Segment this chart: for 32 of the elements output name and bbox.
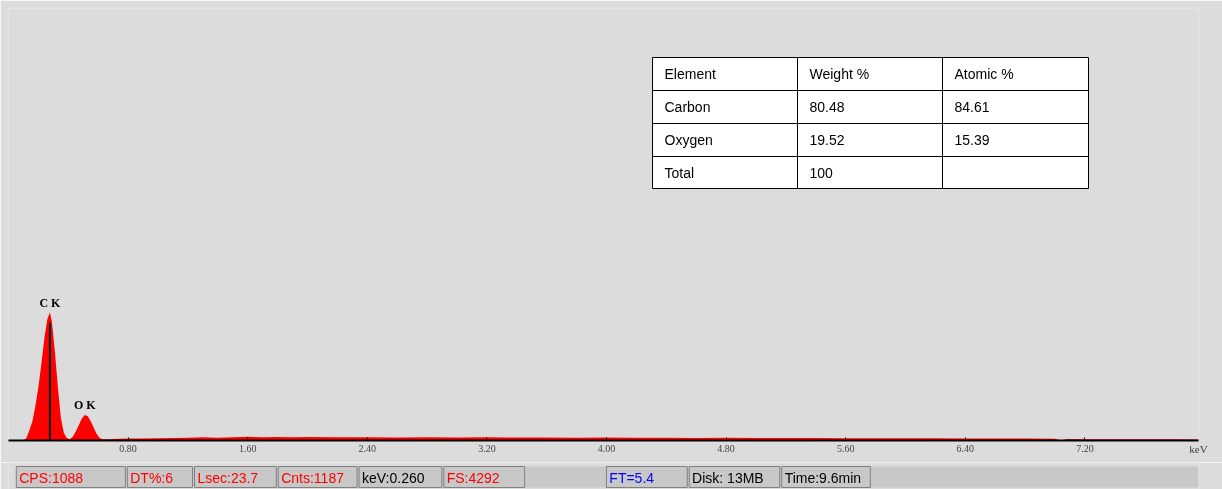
text: FS:4292 xyxy=(446,469,500,486)
text: Time:9.6min xyxy=(784,469,862,486)
text: 15.39 xyxy=(954,132,990,148)
text: Lsec:23.7 xyxy=(197,469,259,486)
text: Atomic % xyxy=(954,66,1014,82)
x-tick-label: 4.80 xyxy=(717,442,735,454)
text: Element xyxy=(664,66,716,82)
text: FT=5.4 xyxy=(609,469,655,486)
text: 100 xyxy=(809,164,834,181)
text: 80.48 xyxy=(809,99,845,115)
text: Carbon xyxy=(664,99,711,115)
x-tick-label: 1.60 xyxy=(238,442,257,454)
text: Disk: 13MB xyxy=(692,469,764,486)
text: keV:0.260 xyxy=(361,469,425,486)
text: Weight % xyxy=(809,66,870,82)
x-tick-label: 6.40 xyxy=(956,442,975,454)
text: CPS:1088 xyxy=(19,469,84,486)
x-tick-label: 3.20 xyxy=(478,442,496,454)
annotation: O K xyxy=(73,397,97,412)
text: 19.52 xyxy=(809,132,845,148)
x-tick-label: 5.60 xyxy=(836,442,855,454)
x-tick-label: 4.00 xyxy=(597,442,616,454)
annotation: C K xyxy=(39,295,62,310)
x-tick-label: 7.20 xyxy=(1076,442,1094,454)
text: Total xyxy=(664,164,695,181)
text: 84.61 xyxy=(954,99,990,115)
text: DT%:6 xyxy=(130,469,174,486)
x-axis-title: keV xyxy=(1189,442,1208,455)
x-tick-label: 2.40 xyxy=(358,442,377,454)
text: Cnts:1187 xyxy=(281,469,345,486)
x-tick-label: 0.80 xyxy=(119,442,137,454)
text: Oxygen xyxy=(664,132,713,148)
